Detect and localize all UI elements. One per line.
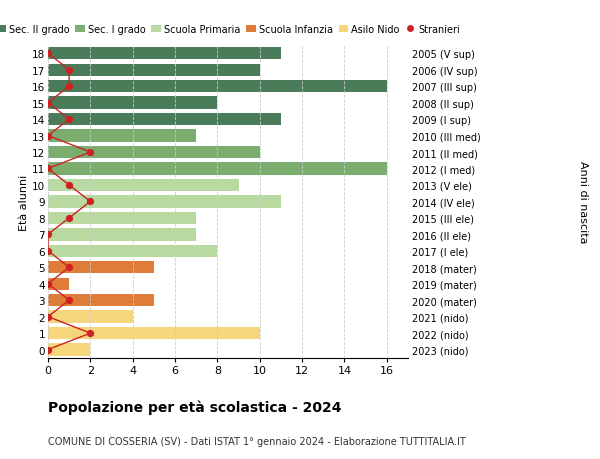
Point [43,133,53,140]
Bar [48,344,91,356]
Legend: Sec. II grado, Sec. I grado, Scuola Primaria, Scuola Infanzia, Asilo Nido, Stran: Sec. II grado, Sec. I grado, Scuola Prim… [0,25,460,35]
Text: Popolazione per età scolastica - 2024: Popolazione per età scolastica - 2024 [48,399,341,414]
Bar [48,212,196,224]
Point [43,346,53,353]
Y-axis label: Anni di nascita: Anni di nascita [578,161,588,243]
Point [86,198,95,206]
Y-axis label: Età alunni: Età alunni [19,174,29,230]
Point [86,149,95,157]
Point [43,231,53,239]
Bar [48,196,281,208]
Bar [48,179,239,192]
Point [64,182,74,189]
Bar [48,262,154,274]
Bar [48,327,260,340]
Bar [48,114,281,126]
Point [64,215,74,222]
Bar [48,311,133,323]
Point [86,330,95,337]
Text: COMUNE DI COSSERIA (SV) - Dati ISTAT 1° gennaio 2024 - Elaborazione TUTTITALIA.I: COMUNE DI COSSERIA (SV) - Dati ISTAT 1° … [48,436,466,446]
Bar [48,245,217,257]
Bar [48,278,69,290]
Bar [48,48,281,60]
Bar [48,64,260,77]
Bar [48,130,196,142]
Bar [48,229,196,241]
Point [43,247,53,255]
Bar [48,294,154,307]
Bar [48,146,260,159]
Point [43,313,53,321]
Point [64,83,74,90]
Point [43,100,53,107]
Bar [48,81,387,93]
Point [43,165,53,173]
Point [43,50,53,58]
Point [64,116,74,123]
Bar [48,97,217,110]
Point [64,297,74,304]
Bar [48,163,387,175]
Point [64,264,74,271]
Point [64,67,74,74]
Point [43,280,53,288]
